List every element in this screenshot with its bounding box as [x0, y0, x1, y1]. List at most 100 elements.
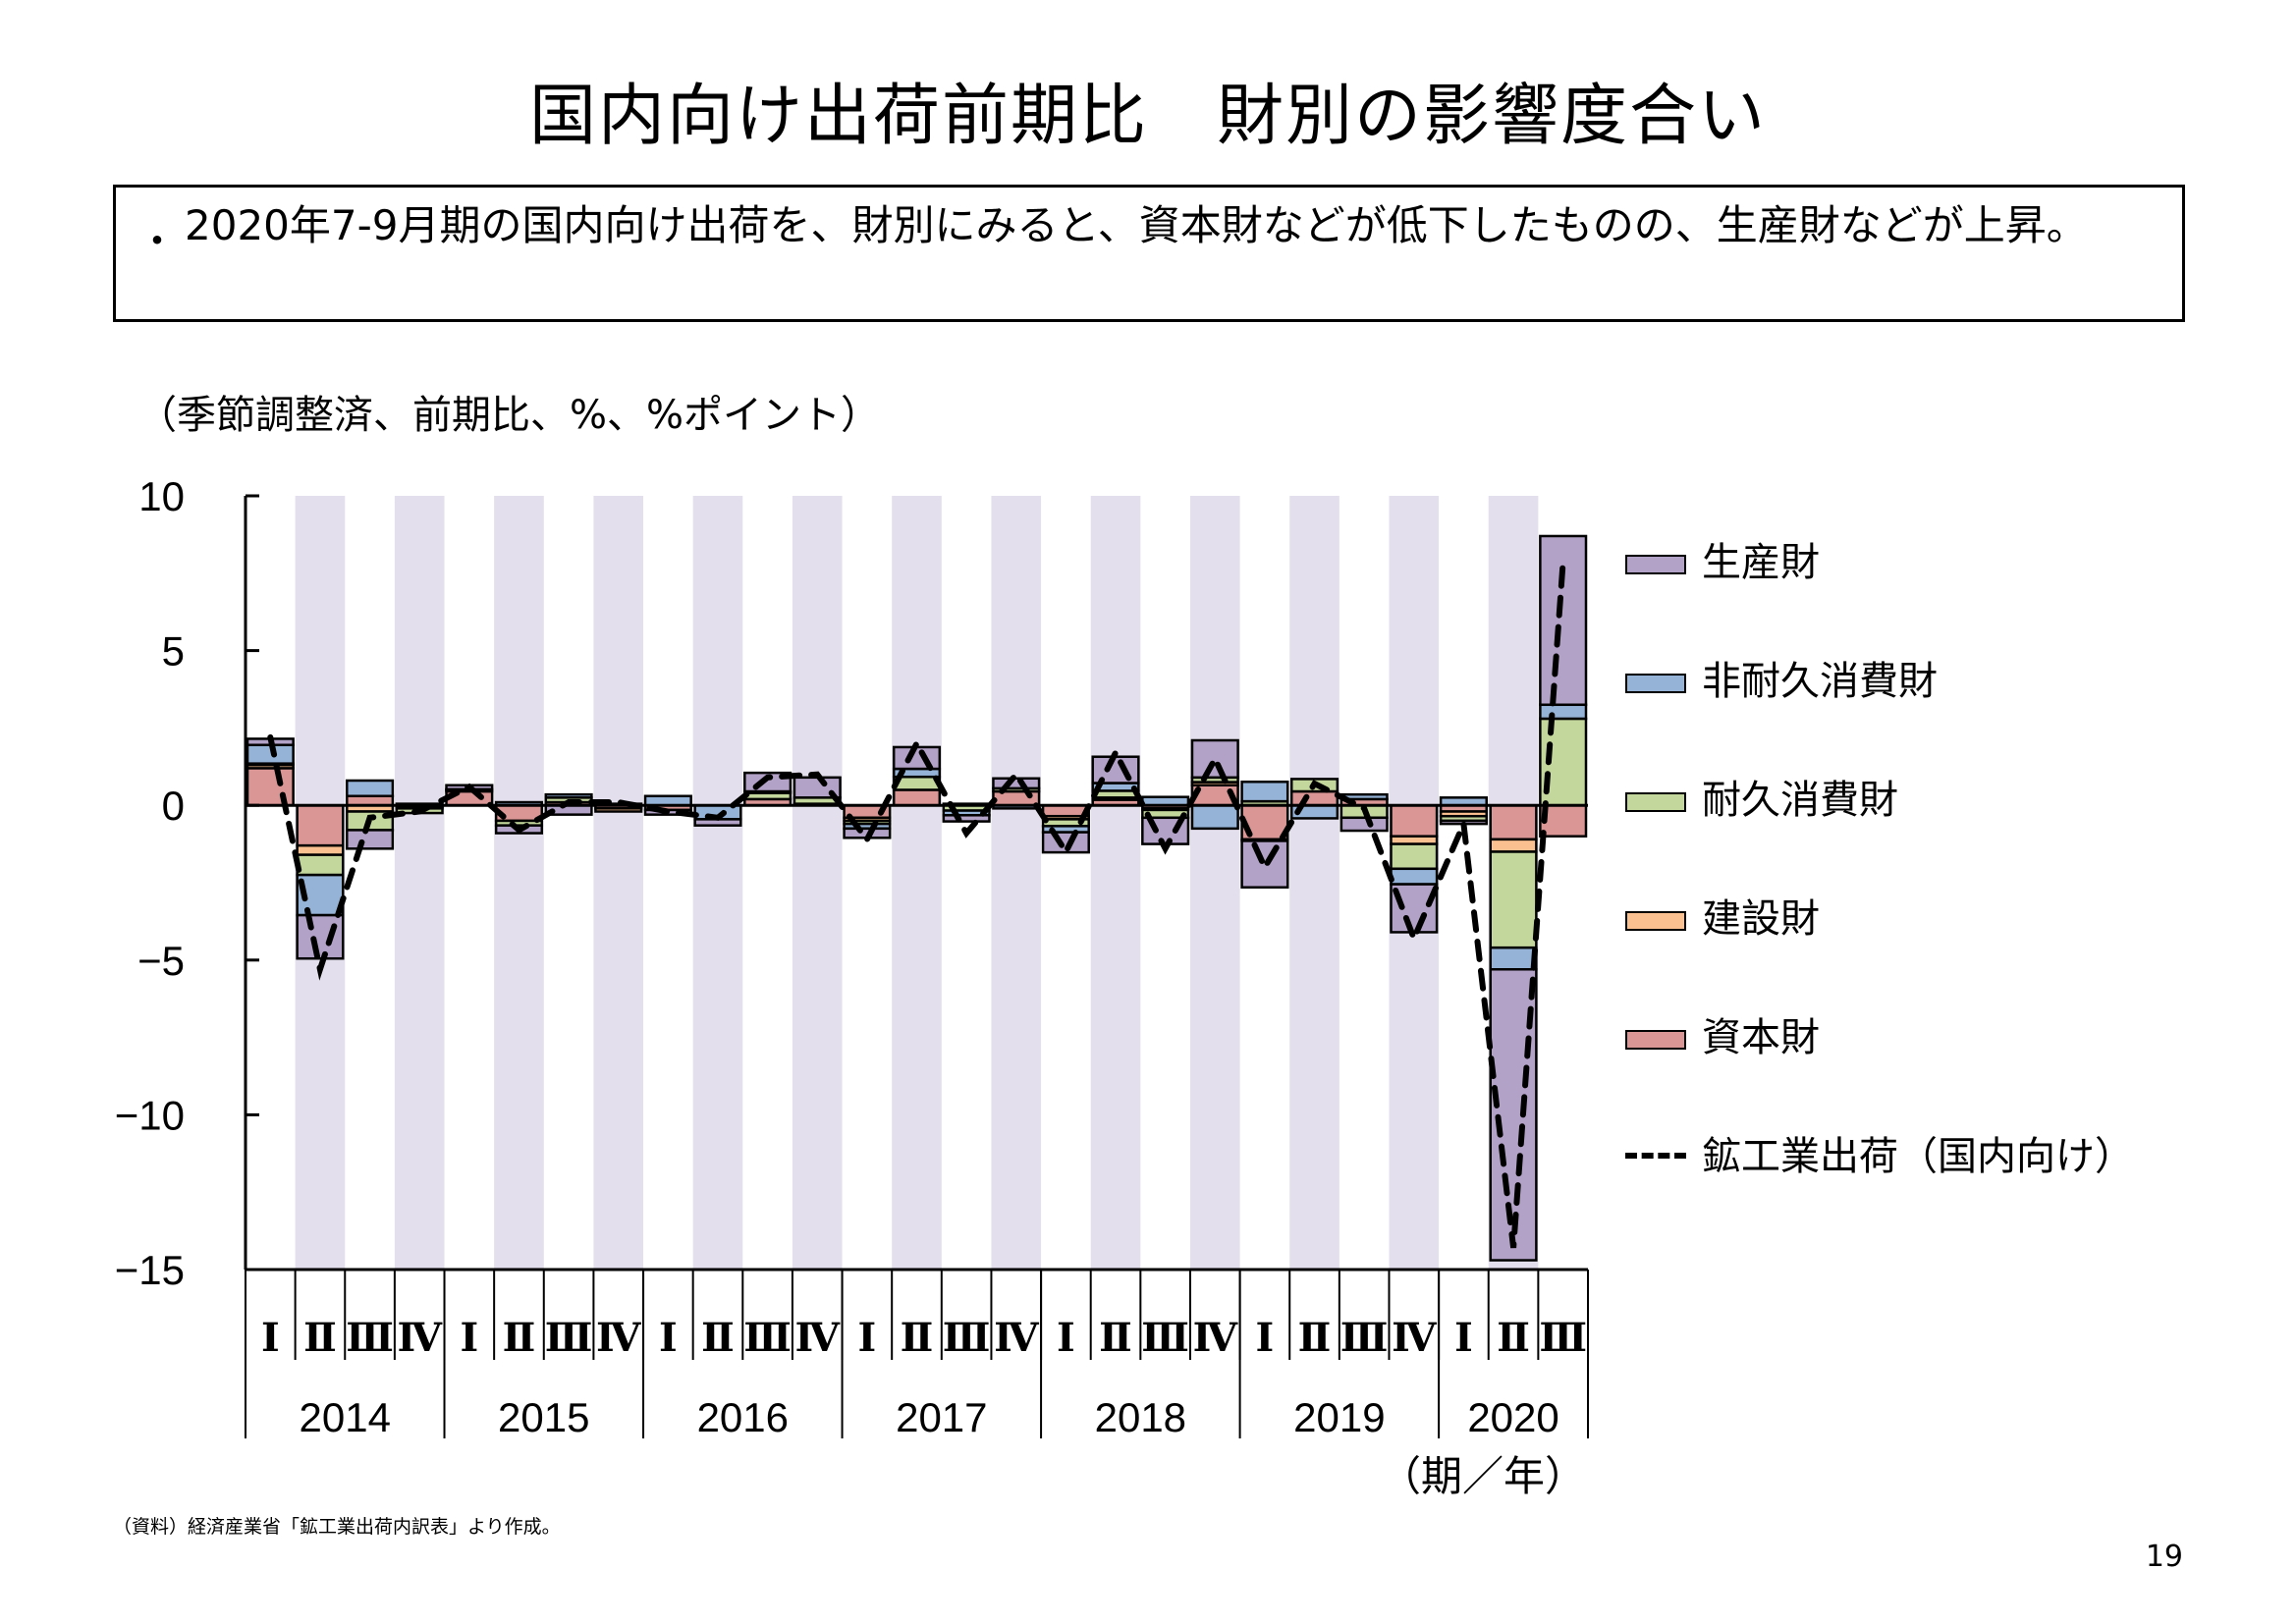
bar-segment-producer: [296, 913, 345, 960]
y-tick-label: 10: [138, 473, 185, 519]
source-footnote: （資料）経済産業省「鉱工業出荷内訳表」より作成。: [113, 1516, 561, 1538]
legend-label: 建設財: [1702, 896, 1820, 942]
y-ticks: 10 5 0 −5 −10 −15: [115, 473, 259, 1293]
shaded-band: [991, 496, 1042, 1270]
y-tick-label: −15: [115, 1247, 185, 1293]
quarter-label: Ⅱ: [1298, 1315, 1332, 1361]
quarter-label: Ⅱ: [1099, 1315, 1132, 1361]
total-line: [267, 558, 1566, 1249]
summary-bullet: ・: [137, 219, 177, 264]
bar-segment-capital: [892, 788, 942, 807]
quarter-label: Ⅰ: [1256, 1315, 1275, 1361]
year-label: 2014: [300, 1394, 391, 1440]
shaded-band: [593, 496, 644, 1270]
year-label: 2020: [1467, 1394, 1558, 1440]
bar-segment-producer: [346, 829, 395, 850]
bar-segment-producer: [892, 745, 942, 771]
quarter-label: Ⅰ: [1454, 1315, 1473, 1361]
quarter-label: Ⅰ: [858, 1315, 877, 1361]
legend-label: 資本財: [1702, 1015, 1820, 1060]
bar-segment-durable: [1390, 842, 1439, 871]
shaded-bands: [295, 496, 1539, 1270]
bar-segment-nondurable: [1240, 780, 1289, 803]
bar-segment-capital: [1289, 789, 1339, 807]
summary-text: 2020年7-9月期の国内向け出荷を、財別にみると、資本財などが低下したものの、…: [185, 201, 2088, 249]
page-title: 国内向け出荷前期比 財別の影響度合い: [528, 78, 1767, 155]
quarter-label: Ⅳ: [795, 1315, 841, 1361]
quarter-label: Ⅳ: [1193, 1315, 1238, 1361]
y-tick-label: −10: [115, 1092, 185, 1138]
quarter-label: Ⅱ: [901, 1315, 934, 1361]
bar-segment-nondurable: [544, 792, 593, 799]
bar-segment-nondurable: [1190, 803, 1239, 831]
quarter-label: Ⅳ: [994, 1315, 1039, 1361]
bar-segment-producer: [1539, 534, 1588, 707]
quarter-label: Ⅳ: [398, 1315, 443, 1361]
y-tick-label: 5: [162, 628, 185, 675]
quarter-label: Ⅰ: [1057, 1315, 1075, 1361]
bar-segment-durable: [296, 853, 345, 877]
quarter-label: Ⅲ: [743, 1315, 792, 1361]
legend-label: 非耐久消費財: [1702, 659, 1938, 704]
bar-segment-construction: [1489, 838, 1538, 853]
shaded-band: [792, 496, 843, 1270]
quarter-label: Ⅰ: [659, 1315, 678, 1361]
bar-segment-producer: [992, 777, 1041, 790]
legend-swatch-nondurable: [1625, 674, 1686, 693]
bar-segment-nondurable: [1390, 867, 1439, 886]
year-label: 2017: [896, 1394, 987, 1440]
legend-swatch-producer: [1625, 555, 1686, 574]
quarter-label: Ⅱ: [303, 1315, 337, 1361]
quarter-label: Ⅳ: [596, 1315, 641, 1361]
legend-swatch-durable: [1625, 792, 1686, 812]
bar-segment-nondurable: [1489, 946, 1538, 971]
bar-segment-nondurable: [1539, 703, 1588, 721]
legend-swatch-construction: [1625, 911, 1686, 931]
y-tick-label: −5: [137, 938, 185, 984]
quarter-label: Ⅱ: [701, 1315, 735, 1361]
legend-label: 耐久消費財: [1702, 778, 1898, 823]
year-label: 2018: [1095, 1394, 1186, 1440]
shaded-band: [892, 496, 942, 1270]
bar-segment-capital: [1390, 803, 1439, 838]
y-axis-unit-note: （季節調整済、前期比、%、%ポイント）: [137, 393, 881, 438]
legend-label: 生産財: [1702, 540, 1820, 585]
shaded-band: [394, 496, 445, 1270]
year-label: 2019: [1293, 1394, 1385, 1440]
bar-segment-capital: [1489, 803, 1538, 841]
quarter-label: Ⅲ: [1141, 1315, 1189, 1361]
bar-segment-capital: [296, 803, 345, 847]
bar-segment-producer: [1339, 816, 1389, 833]
bar-segment-construction: [296, 843, 345, 856]
shaded-band: [1289, 496, 1339, 1270]
quarter-label: Ⅲ: [346, 1315, 394, 1361]
quarter-label: Ⅰ: [460, 1315, 478, 1361]
bar-segment-durable: [1489, 850, 1538, 949]
bar-segment-producer: [942, 814, 991, 823]
quarter-label: Ⅱ: [503, 1315, 536, 1361]
bar-segment-producer: [1190, 738, 1239, 780]
quarter-label: Ⅲ: [1340, 1315, 1389, 1361]
legend-dashed-line-icon: [1625, 1153, 1686, 1159]
shaded-band: [692, 496, 743, 1270]
shaded-band: [1090, 496, 1141, 1270]
legend-swatch-capital: [1625, 1030, 1686, 1050]
y-tick-label: 0: [162, 783, 185, 829]
bar-segment-nondurable: [346, 779, 395, 797]
bar-segment-construction: [594, 807, 643, 813]
page-number: 19: [2145, 1540, 2183, 1574]
quarter-label: Ⅱ: [1497, 1315, 1530, 1361]
shaded-band: [494, 496, 544, 1270]
x-axis-unit-label: （期／年）: [1380, 1452, 1587, 1500]
year-label: 2015: [498, 1394, 589, 1440]
year-label: 2016: [697, 1394, 789, 1440]
quarter-label: Ⅲ: [943, 1315, 991, 1361]
quarter-label: Ⅲ: [1539, 1315, 1587, 1361]
quarter-label: Ⅰ: [261, 1315, 280, 1361]
quarter-label: Ⅳ: [1392, 1315, 1437, 1361]
shaded-band: [1189, 496, 1240, 1270]
legend-label: 鉱工業出荷（国内向け）: [1702, 1134, 2134, 1179]
quarter-label: Ⅲ: [545, 1315, 593, 1361]
